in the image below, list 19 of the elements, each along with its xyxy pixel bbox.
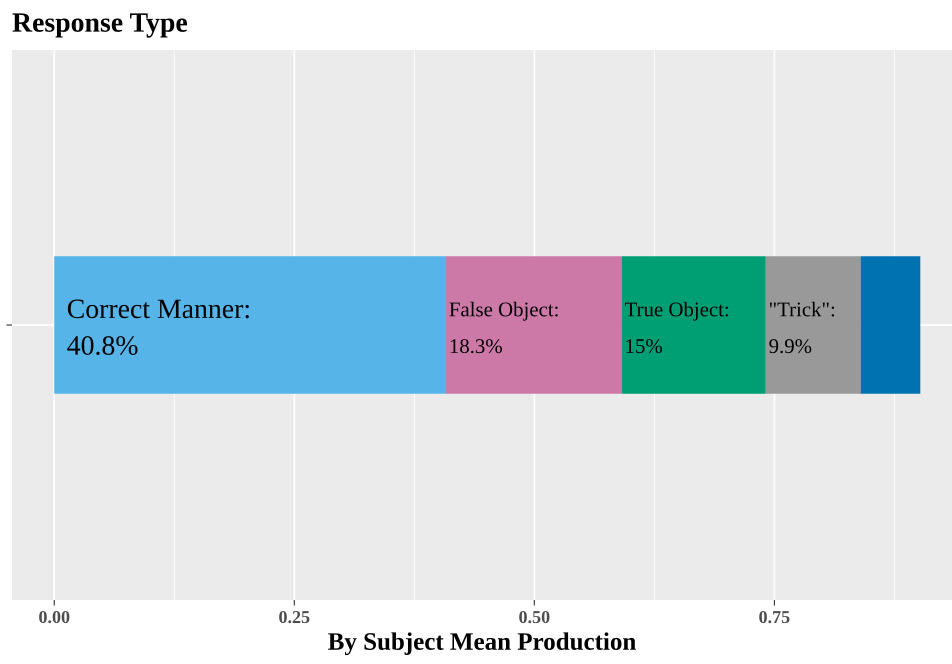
data-label: 40.8%: [67, 336, 138, 355]
x-tick-label: 0.00: [39, 610, 70, 624]
data-label: 9.9%: [769, 339, 812, 354]
bar: [766, 256, 861, 394]
chart-title: Response Type: [12, 13, 188, 38]
data-label: 18.3%: [450, 339, 502, 354]
data-label: 15%: [626, 339, 662, 354]
x-tick-label: 0.25: [279, 610, 310, 624]
x-tick-label: 0.50: [519, 610, 550, 624]
bar: [54, 256, 446, 394]
x-tick-label: 0.75: [759, 610, 790, 624]
series-label: Correct Manner:: [68, 300, 249, 318]
x-axis-title: By Subject Mean Production: [328, 632, 636, 656]
series-label: True Object:: [624, 302, 728, 321]
series-label: "Trick":: [770, 302, 834, 317]
bar: [860, 256, 920, 394]
bar: [622, 256, 766, 394]
bar: [446, 256, 622, 394]
series-label: False Object:: [449, 302, 558, 321]
